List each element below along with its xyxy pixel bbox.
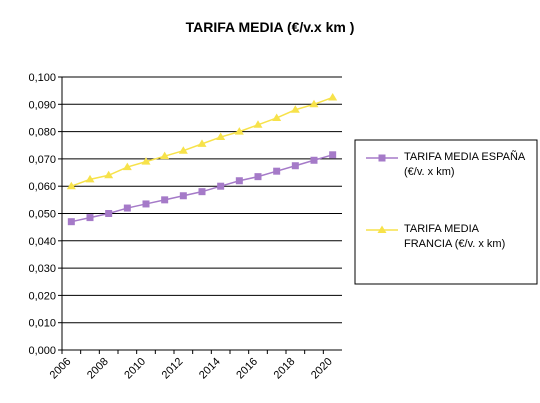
y-tick-label: 0,070 [28,154,56,166]
y-tick-label: 0,090 [28,99,56,111]
point [234,127,244,135]
point [105,210,113,217]
chart-title: TARIFA MEDIA (€/v.x km ) [186,19,355,35]
y-tick-label: 0,060 [28,181,56,193]
point [309,99,319,108]
point [142,200,150,208]
y-tick-label: 0,030 [28,263,56,275]
x-tick-label: 2012 [160,356,186,382]
y-tick-label: 0,050 [28,209,56,221]
point [272,113,282,121]
point [86,214,94,222]
y-tick-label: 0,020 [28,290,56,302]
point [104,170,114,179]
point [160,151,170,160]
point [378,154,386,162]
point [254,173,262,181]
y-tick-label: 0,000 [28,345,56,357]
point [66,181,76,190]
point [85,174,95,183]
x-tick-label: 2020 [309,356,335,382]
y-tick-label: 0,040 [28,236,56,248]
point [235,177,243,185]
point [141,157,151,165]
x-tick-label: 2010 [122,356,148,382]
point [197,139,207,147]
point [291,162,299,170]
y-tick-label: 0,100 [28,72,56,84]
legend-box [354,139,538,285]
y-tick-label: 0,010 [28,318,56,330]
point [123,204,131,212]
x-tick-label: 2018 [272,356,298,382]
point [329,151,337,159]
point [253,120,263,128]
point [179,192,187,200]
point [122,162,132,171]
point [217,182,225,190]
x-tick-label: 2006 [48,356,74,382]
x-tick-label: 2008 [85,356,111,382]
legend-label: TARIFA MEDIA FRANCIA (€/v. x km) [404,223,506,250]
point [198,188,206,196]
point [290,105,300,113]
point [377,225,387,233]
point [216,132,226,141]
y-tick-label: 0,080 [28,127,56,139]
point [328,92,338,101]
point [310,156,318,164]
point [67,218,75,226]
point [161,196,169,204]
point [273,167,281,175]
point [178,146,188,154]
x-tick-label: 2016 [234,356,260,382]
x-tick-label: 2014 [197,356,223,382]
legend-label: TARIFA MEDIA ESPAÑA (€/v. x km) [404,151,525,178]
